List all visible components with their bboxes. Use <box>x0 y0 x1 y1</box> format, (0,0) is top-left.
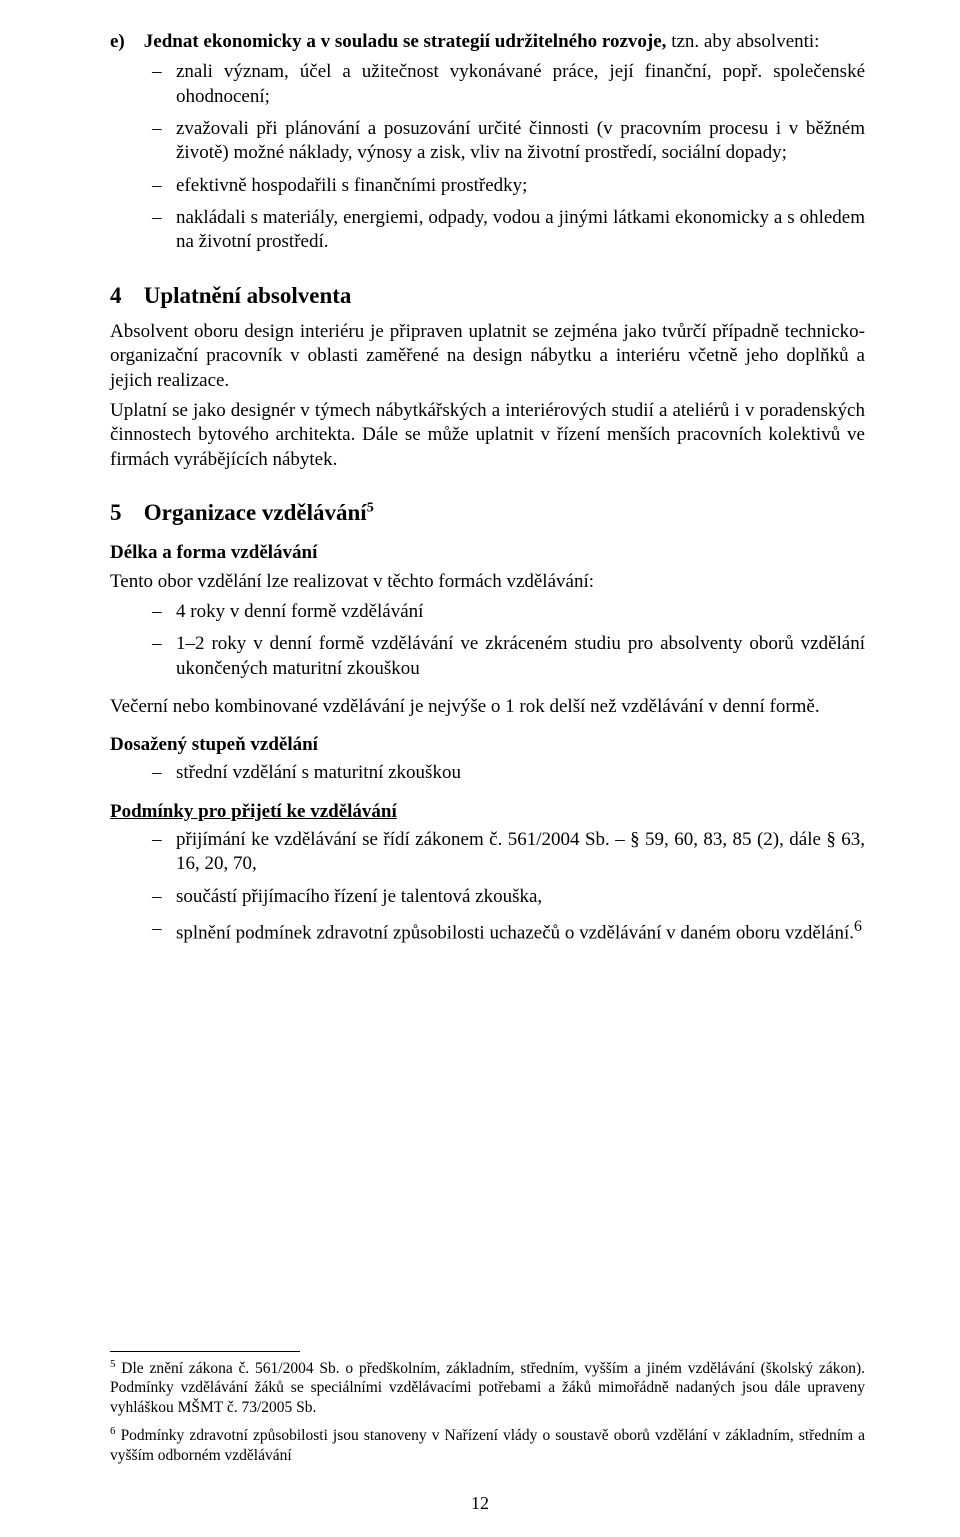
heading-5-title: Organizace vzdělávání <box>144 500 367 525</box>
footnote-5-ref: 5 <box>110 1358 116 1370</box>
length-form-intro: Tento obor vzdělání lze realizovat v těc… <box>110 570 865 594</box>
subhead-admission: Podmínky pro přijetí ke vzdělávání <box>110 800 865 824</box>
heading-4: 4 Uplatnění absolventa <box>110 281 865 310</box>
list-item: 4 roky v denní formě vzdělávání <box>152 600 865 624</box>
section-e-title: Jednat ekonomicky a v souladu se strateg… <box>144 31 667 52</box>
admission-footref: 6 <box>854 918 862 935</box>
section-e-tail: tzn. aby absolventi: <box>671 31 819 52</box>
section-e-letter: e) <box>110 31 125 52</box>
section-e-heading: e) Jednat ekonomicky a v souladu se stra… <box>110 30 865 54</box>
footnote-separator <box>110 1351 300 1352</box>
heading-5-num: 5 <box>110 498 138 527</box>
footnote-5-text: Dle znění zákona č. 561/2004 Sb. o předš… <box>110 1360 865 1416</box>
list-item: znali význam, účel a užitečnost vykonáva… <box>152 60 865 109</box>
footnote-6-text: Podmínky zdravotní způsobilosti jsou sta… <box>110 1427 865 1463</box>
list-item: střední vzdělání s maturitní zkouškou <box>152 761 865 785</box>
heading-5-footref: 5 <box>367 500 374 515</box>
heading-4-title: Uplatnění absolventa <box>144 283 352 308</box>
page-number: 12 <box>0 1492 960 1515</box>
list-item: splnění podmínek zdravotní způsobilosti … <box>152 917 865 946</box>
subhead-length-form: Délka a forma vzdělávání <box>110 541 865 565</box>
list-item: zvažovali při plánování a posuzování urč… <box>152 117 865 166</box>
subhead-degree: Dosažený stupeň vzdělání <box>110 733 865 757</box>
footnote-5: 5 Dle znění zákona č. 561/2004 Sb. o pře… <box>110 1358 865 1417</box>
footnote-6: 6 Podmínky zdravotní způsobilosti jsou s… <box>110 1425 865 1465</box>
list-item: nakládali s materiály, energiemi, odpady… <box>152 206 865 255</box>
list-item: efektivně hospodařili s finančními prost… <box>152 174 865 198</box>
list-item-text: splnění podmínek zdravotní způsobilosti … <box>176 922 854 943</box>
heading-5: 5 Organizace vzdělávání5 <box>110 498 865 527</box>
sec4-para1: Absolvent oboru design interiéru je přip… <box>110 320 865 393</box>
footnotes: 5 Dle znění zákona č. 561/2004 Sb. o pře… <box>110 1351 865 1473</box>
degree-list: střední vzdělání s maturitní zkouškou <box>110 761 865 785</box>
sec4-para2: Uplatní se jako designér v týmech nábytk… <box>110 399 865 472</box>
list-item: 1–2 roky v denní formě vzdělávání ve zkr… <box>152 632 865 681</box>
footnote-6-ref: 6 <box>110 1425 116 1437</box>
list-item: přijímání ke vzdělávání se řídí zákonem … <box>152 828 865 877</box>
heading-4-num: 4 <box>110 281 138 310</box>
length-form-after: Večerní nebo kombinované vzdělávání je n… <box>110 695 865 719</box>
list-item: součástí přijímacího řízení je talentová… <box>152 885 865 909</box>
admission-list: přijímání ke vzdělávání se řídí zákonem … <box>110 828 865 946</box>
section-e-list: znali význam, účel a užitečnost vykonáva… <box>110 60 865 254</box>
length-form-list: 4 roky v denní formě vzdělávání 1–2 roky… <box>110 600 865 681</box>
